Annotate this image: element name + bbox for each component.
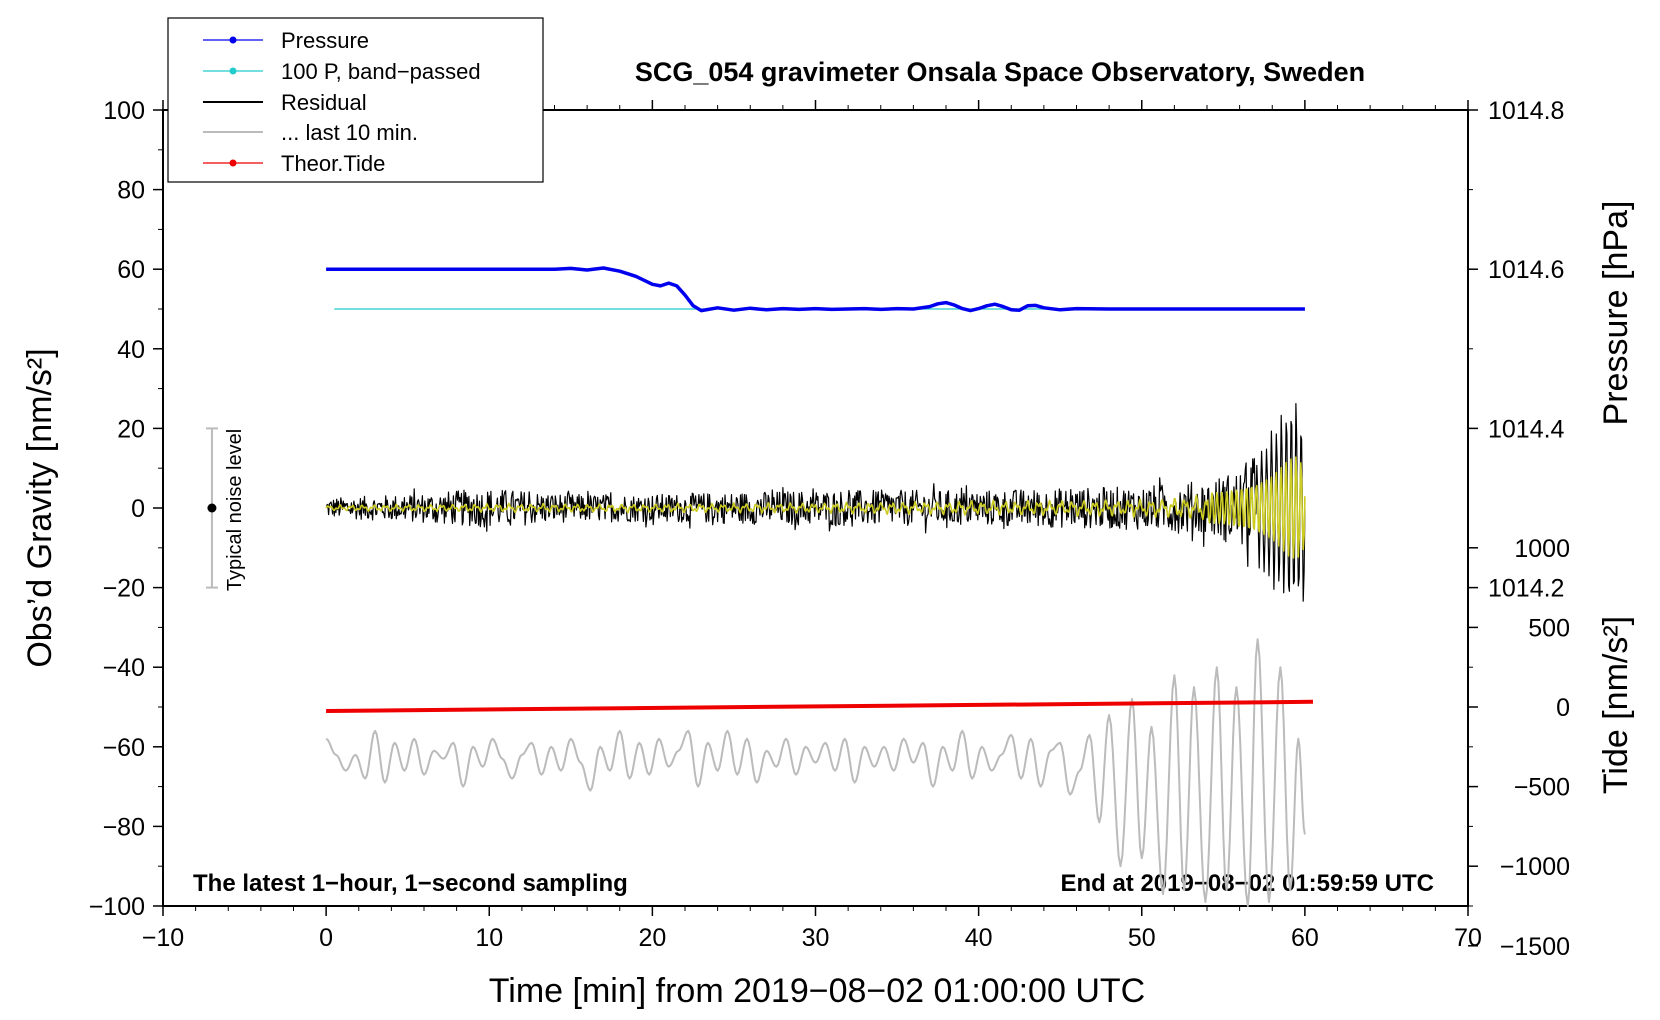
x-tick-label: 50 xyxy=(1128,924,1156,952)
x-tick-label: 70 xyxy=(1454,924,1482,952)
tide-tick-label: 1000 xyxy=(1514,535,1570,563)
legend-label-tide: Theor.Tide xyxy=(281,151,385,176)
y-axis-title-pressure: Pressure [hPa] xyxy=(1597,201,1635,426)
legend-marker-pressure xyxy=(229,36,237,44)
tide-tick-label: −500 xyxy=(1514,774,1570,802)
end-time-note: End at 2019−08−02 01:59:59 UTC xyxy=(1060,870,1434,897)
chart-title: SCG_054 gravimeter Onsala Space Observat… xyxy=(635,57,1365,87)
legend: Pressure 100 P, band−passed Residual ...… xyxy=(167,17,544,183)
x-tick-label: 40 xyxy=(965,924,993,952)
y-tick-label: −20 xyxy=(103,575,145,603)
series-last-10-min xyxy=(325,638,1306,907)
legend-label-pressure: Pressure xyxy=(281,28,369,53)
legend-box xyxy=(167,17,544,183)
x-tick-label: 30 xyxy=(802,924,830,952)
y-tick-label: 60 xyxy=(117,256,145,284)
legend-label-residual: Residual xyxy=(281,90,367,115)
x-tick-label: 20 xyxy=(638,924,666,952)
legend-marker-bandpassed xyxy=(229,67,237,75)
legend-marker-tide xyxy=(229,159,237,167)
legend-label-bandpassed: 100 P, band−passed xyxy=(281,59,481,84)
series-residual-smoothed xyxy=(325,456,1306,559)
y-tick-label: 20 xyxy=(117,415,145,443)
y-tick-label: −80 xyxy=(103,813,145,841)
noise-level-label: Typical noise level xyxy=(224,429,246,591)
legend-label-last10: ... last 10 min. xyxy=(281,120,418,145)
pressure-tick-label: 1014.6 xyxy=(1488,256,1564,284)
pressure-tick-label: 1014.8 xyxy=(1488,97,1564,125)
y-tick-label: −60 xyxy=(103,734,145,762)
y-axis-title-tide: Tide [nm/s²] xyxy=(1597,616,1635,794)
x-tick-label: 10 xyxy=(475,924,503,952)
x-axis-title: Time [min] from 2019−08−02 01:00:00 UTC xyxy=(489,972,1145,1010)
y-axis-title-left: Obs’d Gravity [nm/s²] xyxy=(21,348,59,667)
y-tick-label: 40 xyxy=(117,336,145,364)
y-tick-label: 80 xyxy=(117,177,145,205)
sampling-note: The latest 1−hour, 1−second sampling xyxy=(193,870,628,897)
y-tick-label: −100 xyxy=(89,893,145,921)
tide-tick-label: 0 xyxy=(1556,694,1570,722)
x-tick-label: 0 xyxy=(319,924,333,952)
tide-tick-label: −1000 xyxy=(1500,853,1570,881)
x-tick-label: −10 xyxy=(142,924,184,952)
series-pressure xyxy=(326,266,1305,313)
noise-center-dot xyxy=(207,503,217,513)
y-tick-label: 100 xyxy=(103,97,145,125)
series-theor-tide xyxy=(326,699,1314,713)
tide-tick-label: −1500 xyxy=(1500,933,1570,961)
y-tick-label: −40 xyxy=(103,654,145,682)
pressure-tick-label: 1014.2 xyxy=(1488,575,1564,603)
y-tick-label: 0 xyxy=(131,495,145,523)
x-tick-label: 60 xyxy=(1291,924,1319,952)
pressure-tick-label: 1014.4 xyxy=(1488,415,1565,443)
tide-tick-label: 500 xyxy=(1528,614,1570,642)
